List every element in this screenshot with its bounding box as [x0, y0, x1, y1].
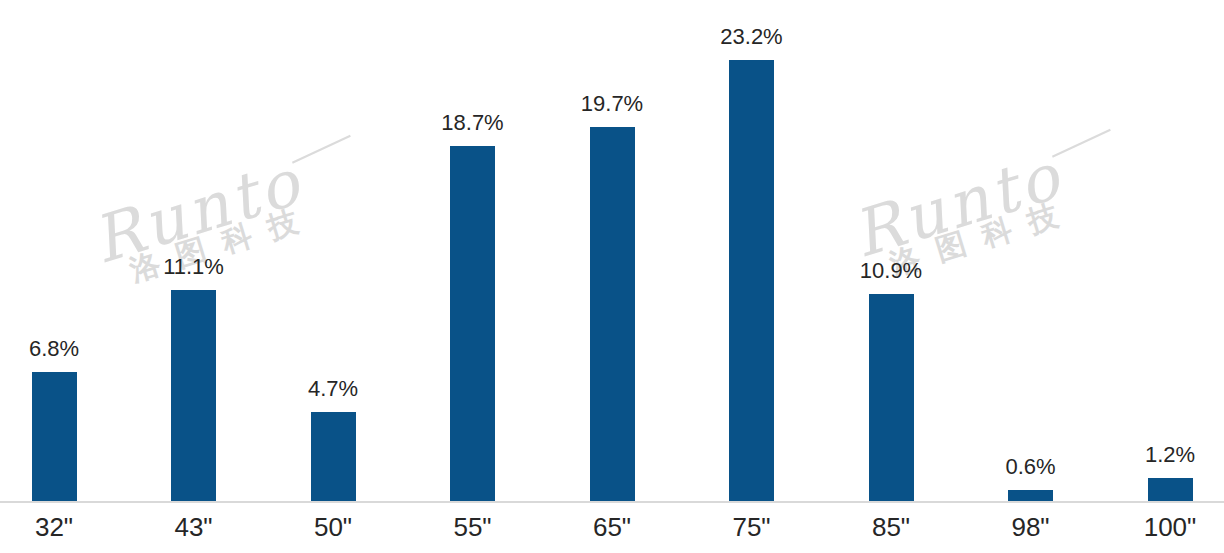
- value-label: 18.7%: [403, 110, 543, 136]
- bar-32: [32, 372, 77, 501]
- bar-chart: 6.8% 32" 11.1% 43" 4.7% 50" 18.7% 55" 19.7% 65" 23…: [0, 0, 1224, 553]
- bar-98: [1008, 490, 1053, 501]
- x-axis-label: 100": [1100, 512, 1224, 543]
- watermark-tail-line: [1052, 129, 1111, 158]
- x-axis-label: 32": [0, 512, 124, 543]
- watermark-tail-line: [292, 135, 351, 164]
- bar-100: [1148, 478, 1193, 501]
- x-axis-label: 50": [263, 512, 403, 543]
- bar-75: [729, 60, 774, 501]
- x-axis-label: 98": [961, 512, 1101, 543]
- x-axis-label: 75": [682, 512, 822, 543]
- value-label: 4.7%: [263, 376, 403, 402]
- x-axis-label: 43": [124, 512, 264, 543]
- bar-85: [869, 294, 914, 501]
- value-label: 11.1%: [124, 254, 264, 280]
- value-label: 23.2%: [682, 24, 822, 50]
- x-axis-label: 65": [542, 512, 682, 543]
- bar-50: [311, 412, 356, 501]
- x-axis-label: 85": [821, 512, 961, 543]
- bar-65: [590, 127, 635, 501]
- value-label: 1.2%: [1100, 442, 1224, 468]
- x-axis-line: [0, 501, 1224, 503]
- x-axis-label: 55": [403, 512, 543, 543]
- value-label: 10.9%: [821, 258, 961, 284]
- watermark-brand-text: Runto: [845, 142, 1072, 267]
- bar-55: [450, 146, 495, 501]
- value-label: 19.7%: [542, 91, 682, 117]
- bar-43: [171, 290, 216, 501]
- value-label: 6.8%: [0, 336, 124, 362]
- value-label: 0.6%: [961, 454, 1101, 480]
